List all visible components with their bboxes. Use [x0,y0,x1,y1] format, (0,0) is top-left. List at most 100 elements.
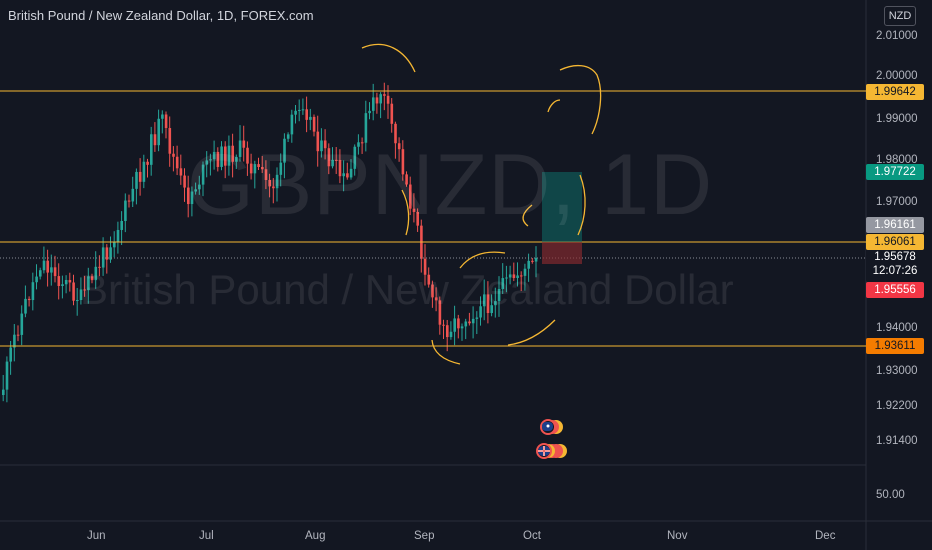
candle-body [527,260,530,269]
time-tick-sep: Sep [414,530,435,542]
candle-body [35,276,38,283]
candle-body [105,247,109,260]
candle-body [320,140,323,152]
candle-body [531,260,534,262]
prev-close-price-tag: 1.96161 [866,217,924,233]
candle-body [268,179,271,187]
freehand-annotations[interactable] [361,43,602,365]
candle-body [242,140,246,148]
price-tick: 2.01000 [876,30,918,42]
price-tick: 1.93000 [876,365,918,377]
candle-body [460,326,464,329]
candle-body [205,160,209,165]
candle-body [494,301,497,306]
candle-body [164,114,168,129]
candle-body [405,174,408,185]
candle-body [434,297,438,301]
candle-body [157,118,160,146]
candle-body [305,109,308,120]
name-watermark: British Pound / New Zealand Dollar [80,266,734,313]
candle-body [220,146,223,167]
candle-body [153,134,157,146]
candle-body [501,278,505,290]
candle-body [5,361,9,390]
candle-body [183,175,186,188]
candle-body [24,298,27,314]
candle-body [309,116,312,120]
candle-body [190,191,194,205]
candle-body [172,153,175,157]
candle-body [64,280,68,285]
candle-body [272,186,275,189]
time-tick-oct: Oct [523,530,541,542]
stop-price-tag: 1.95556 [866,282,924,298]
position-stop-zone[interactable] [542,242,582,264]
candle-body [283,138,286,163]
candle-body [198,184,201,190]
candle-body [253,164,257,174]
candle-body [508,274,512,278]
candle-body [76,300,79,302]
candle-body [238,140,242,157]
candle-body [457,318,460,329]
candle-body [179,168,183,176]
candle-body [168,128,172,154]
candle-body [175,156,179,169]
candle-body [486,294,490,314]
candle-body [9,347,12,362]
candle-body [87,276,90,291]
time-tick-dec: Dec [815,530,836,542]
candle-body [16,334,20,336]
candle-body [83,289,86,291]
candle-body [209,159,212,161]
chart-title[interactable]: British Pound / New Zealand Dollar, 1D, … [8,8,314,23]
candle-body [379,94,382,104]
candle-body [120,221,123,230]
candle-body [335,159,338,161]
time-tick-jun: Jun [87,530,106,542]
candle-body [294,110,297,115]
candle-body [249,163,253,174]
candle-body [368,110,371,114]
candle-body [201,164,205,185]
candle-body [72,282,75,301]
candle-body [150,134,153,165]
price-tick: 1.92200 [876,400,918,412]
candle-body [331,159,334,167]
candle-body [479,306,482,318]
bar-countdown: 12:07:26 [872,265,918,277]
candle-body [442,324,445,326]
candle-body [161,114,164,119]
candle-body [438,300,442,325]
candle-body [246,147,249,164]
candle-body [394,123,397,144]
candle-body [286,134,290,139]
candle-body [483,294,486,307]
candle-body [94,266,98,281]
candle-body [116,229,120,242]
candle-body [346,173,349,178]
candle-body [113,241,116,248]
candle-body [235,156,238,162]
position-target-zone[interactable] [542,172,582,242]
candle-body [290,114,294,135]
candle-body [449,331,453,338]
candle-body [50,267,53,273]
candle-body [383,94,386,96]
candle-body [124,200,127,222]
candle-body [142,161,146,182]
candle-body [523,268,527,276]
candle-body [90,276,94,281]
candle-body [431,284,434,298]
time-tick-jul: Jul [199,530,214,542]
candle-body [20,313,24,335]
time-tick-aug: Aug [305,530,326,542]
candle-body [53,267,57,277]
target-price-tag: 1.97722 [866,164,924,180]
candle-body [231,145,234,162]
candle-body [42,260,46,271]
candle-body [427,274,431,285]
currency-badge[interactable]: NZD [884,6,916,26]
candle-body [27,298,31,301]
